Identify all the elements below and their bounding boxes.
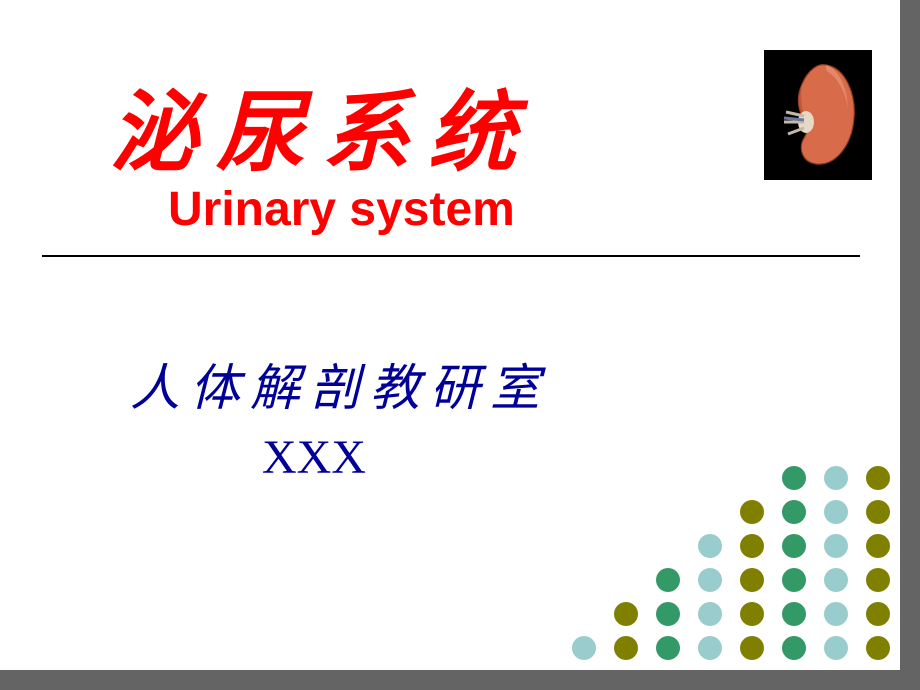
decorative-dot: [614, 602, 638, 626]
decorative-dot: [782, 534, 806, 558]
decorative-dot: [572, 636, 596, 660]
decorative-dot: [824, 466, 848, 490]
decorative-dot: [782, 466, 806, 490]
decorative-dot: [824, 602, 848, 626]
dot-row: [554, 636, 890, 660]
title-chinese: 泌尿系统: [110, 62, 534, 189]
decorative-dot: [824, 568, 848, 592]
kidney-icon: [778, 60, 858, 170]
title-english: Urinary system: [168, 182, 515, 237]
dot-row: [554, 466, 890, 490]
decorative-dot: [740, 500, 764, 524]
decorative-dot: [866, 636, 890, 660]
decorative-dot: [824, 534, 848, 558]
dot-row: [554, 602, 890, 626]
author-name: XXX: [262, 430, 366, 485]
dot-row: [554, 500, 890, 524]
decorative-dot: [656, 602, 680, 626]
slide: 泌尿系统 Urinary system 人体解剖教研室 XXX: [0, 0, 900, 670]
decorative-dot: [866, 568, 890, 592]
decorative-dot: [782, 636, 806, 660]
decorative-dot: [782, 568, 806, 592]
decorative-dot-grid: [554, 456, 890, 660]
decorative-dot: [698, 568, 722, 592]
decorative-dot: [782, 602, 806, 626]
decorative-dot: [698, 636, 722, 660]
kidney-image: [764, 50, 872, 180]
decorative-dot: [824, 500, 848, 524]
dot-row: [554, 534, 890, 558]
decorative-dot: [866, 534, 890, 558]
decorative-dot: [866, 466, 890, 490]
dot-row: [554, 568, 890, 592]
subtitle-department: 人体解剖教研室: [130, 348, 550, 420]
decorative-dot: [824, 636, 848, 660]
decorative-dot: [740, 534, 764, 558]
decorative-dot: [698, 602, 722, 626]
decorative-dot: [866, 602, 890, 626]
decorative-dot: [656, 636, 680, 660]
decorative-dot: [656, 568, 680, 592]
decorative-dot: [866, 500, 890, 524]
decorative-dot: [740, 636, 764, 660]
horizontal-divider: [42, 255, 860, 257]
decorative-dot: [740, 568, 764, 592]
decorative-dot: [698, 534, 722, 558]
decorative-dot: [782, 500, 806, 524]
decorative-dot: [614, 636, 638, 660]
decorative-dot: [740, 602, 764, 626]
